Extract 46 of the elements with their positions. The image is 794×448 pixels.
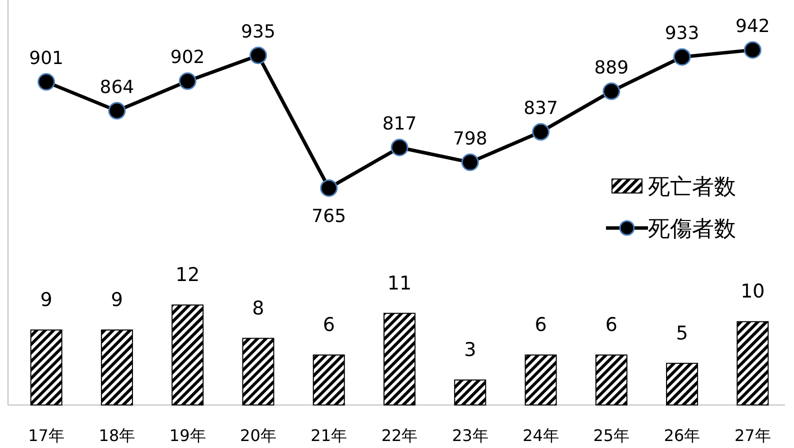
data-label: 935 [241, 21, 276, 42]
data-label: 902 [170, 47, 205, 68]
data-label: 765 [312, 206, 346, 228]
x-tick-label: 19年 [169, 426, 206, 445]
data-label: 11 [387, 272, 412, 294]
data-label: 942 [736, 16, 770, 37]
bar [384, 312, 416, 406]
legend-label: 死亡者数 [648, 175, 736, 200]
bar [100, 330, 133, 406]
x-tick-label: 26年 [664, 426, 700, 445]
x-tick-label: 20年 [240, 426, 276, 445]
data-label: 901 [29, 48, 64, 69]
bar [172, 304, 204, 406]
bar [242, 338, 274, 406]
data-label: 889 [594, 57, 629, 78]
data-label: 12 [175, 264, 200, 286]
bar [666, 362, 698, 406]
x-tick-label: 27年 [734, 426, 771, 445]
data-label: 9 [40, 289, 52, 311]
data-label: 8 [252, 297, 264, 320]
data-label: 9 [110, 289, 123, 311]
data-label: 3 [464, 339, 476, 361]
data-label: 933 [664, 22, 700, 44]
data-label: 837 [524, 98, 558, 119]
data-label: 817 [382, 113, 417, 134]
data-label: 6 [605, 314, 618, 336]
x-tick-label: 21年 [310, 426, 348, 445]
legend-label: 死傷者数 [648, 217, 736, 242]
x-tick-label: 22年 [381, 426, 418, 445]
x-tick-label: 25年 [593, 426, 630, 445]
data-label: 864 [100, 76, 134, 98]
data-label: 10 [740, 280, 765, 303]
bar [30, 330, 62, 406]
data-label: 5 [676, 322, 688, 344]
bar [454, 380, 486, 406]
data-label: 6 [534, 314, 547, 336]
bar [595, 354, 628, 406]
bar [312, 354, 345, 406]
x-tick-label: 17年 [28, 426, 64, 445]
data-label: 6 [322, 314, 335, 336]
x-tick-label: 23年 [452, 426, 488, 445]
x-tick-label: 24年 [522, 426, 559, 445]
bar [524, 354, 557, 406]
x-tick-label: 18年 [98, 426, 136, 445]
bar [736, 321, 769, 406]
data-label: 798 [452, 128, 488, 150]
